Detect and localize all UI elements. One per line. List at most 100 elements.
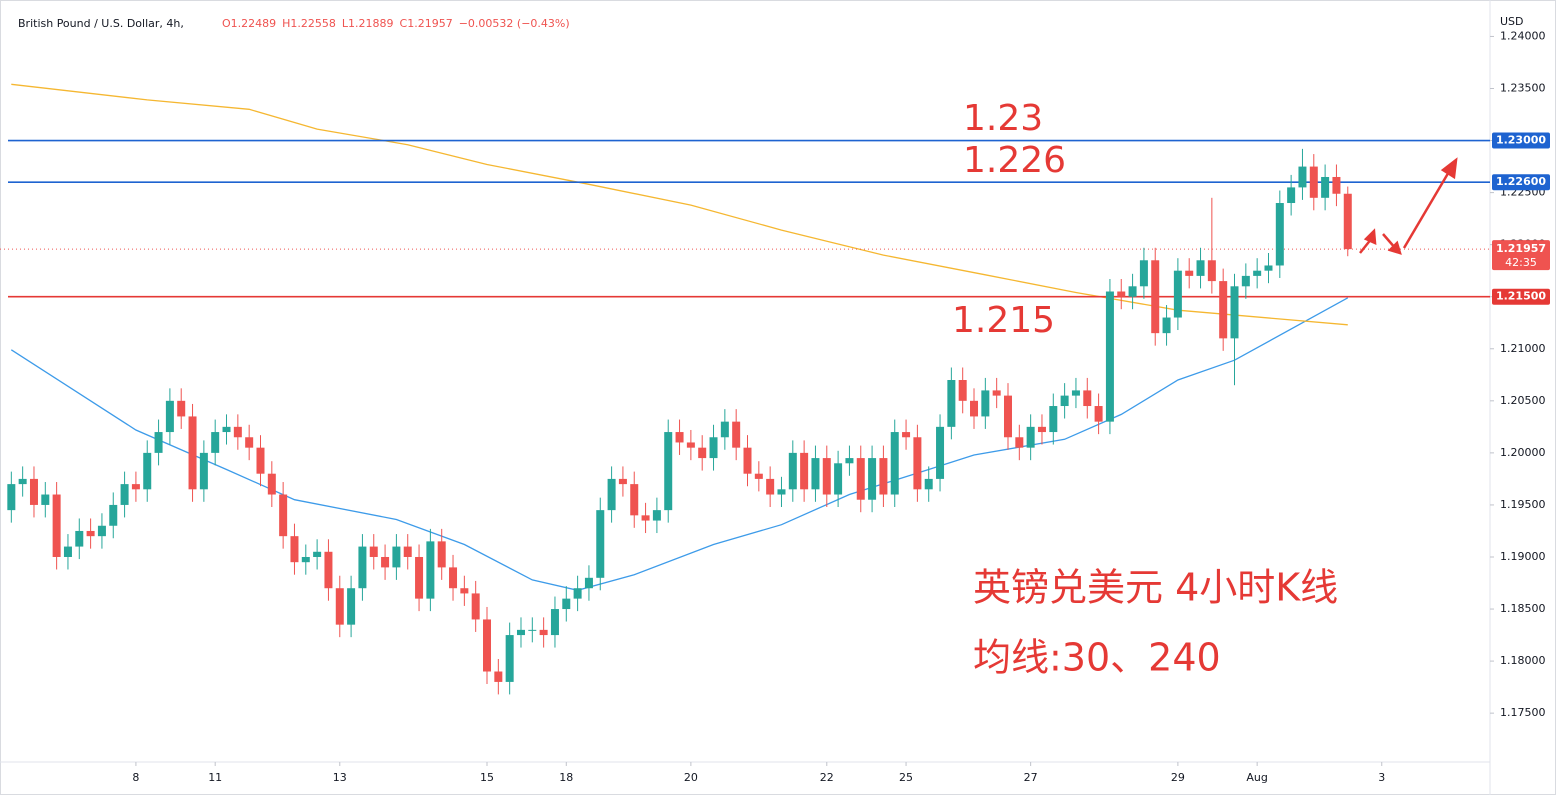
candle-body: [1275, 203, 1284, 266]
candle-body: [41, 494, 50, 505]
candle-body: [52, 494, 61, 557]
candle-body: [698, 447, 707, 459]
candle-body: [947, 380, 956, 427]
candle-body: [1139, 260, 1148, 287]
candle-body: [1003, 395, 1012, 438]
candle-body: [109, 504, 118, 526]
x-tick-label: 29: [1171, 771, 1185, 784]
candle-body: [1105, 291, 1114, 422]
x-tick-label: 27: [1024, 771, 1038, 784]
arrow-head: [1440, 157, 1458, 180]
candle-body: [449, 567, 458, 589]
candle-body: [301, 556, 310, 563]
candle-body: [415, 556, 424, 599]
level-label-box: [1492, 132, 1550, 149]
candle-body: [245, 437, 254, 448]
candle-body: [177, 400, 186, 417]
candle-body: [709, 437, 718, 459]
candle-body: [358, 546, 367, 589]
candle-body: [1207, 260, 1216, 282]
candle-body: [970, 400, 979, 417]
last-price-box: [1492, 240, 1550, 271]
candle-body: [822, 458, 831, 495]
x-tick-label: 22: [820, 771, 834, 784]
candle-body: [890, 432, 899, 495]
candle-body: [1117, 291, 1126, 297]
y-tick-label: 1.21000: [1500, 342, 1546, 355]
candle-body: [7, 484, 16, 511]
x-tick-label: 20: [684, 771, 698, 784]
candle-body: [381, 556, 390, 568]
candle-body: [1049, 406, 1058, 433]
candle-body: [1037, 426, 1046, 433]
candle-body: [347, 588, 356, 625]
candle-body: [267, 473, 276, 495]
candle-body: [460, 588, 469, 594]
arrow: [1402, 169, 1452, 249]
candle-body: [120, 484, 129, 505]
candle-body: [584, 577, 593, 589]
candle-body: [494, 671, 503, 682]
candle-body: [1321, 176, 1330, 198]
candle-body: [539, 629, 548, 636]
candle-body: [573, 588, 582, 599]
level-label: 1.21500: [1496, 290, 1546, 303]
candle-body: [1230, 286, 1239, 339]
candle-body: [641, 515, 650, 521]
ohlc-value: O1.22489: [222, 17, 276, 30]
y-tick-label: 1.17500: [1500, 706, 1546, 719]
candle-body: [732, 421, 741, 448]
candle-body: [754, 473, 763, 479]
candle-body: [1083, 390, 1092, 407]
y-tick-label: 1.19000: [1500, 550, 1546, 563]
candle-body: [1298, 166, 1307, 188]
level-label-box: [1492, 288, 1550, 305]
candle-body: [471, 593, 480, 620]
candle-body: [63, 546, 72, 557]
candle-body: [1309, 166, 1318, 198]
candle-body: [720, 421, 729, 438]
candle-body: [845, 458, 854, 464]
candle-body: [1128, 286, 1137, 297]
candle-body: [222, 426, 231, 433]
candle-body: [1173, 270, 1182, 318]
candle-body: [1287, 187, 1296, 204]
candle-body: [562, 598, 571, 610]
countdown: 42:35: [1505, 256, 1537, 269]
candle-body: [290, 536, 299, 563]
candle-body: [788, 452, 797, 490]
plot: [0, 83, 1490, 695]
candle-body: [834, 463, 843, 495]
candle-body: [1253, 270, 1262, 276]
candle-body: [1026, 426, 1035, 448]
x-tick-label: 13: [333, 771, 347, 784]
candle-body: [630, 484, 639, 516]
candle-body: [981, 390, 990, 417]
annotation: 1.23: [963, 98, 1043, 139]
candle-body: [233, 426, 242, 438]
candle-body: [936, 426, 945, 479]
x-tick-label: 15: [480, 771, 494, 784]
x-tick-label: 8: [132, 771, 139, 784]
candle-body: [743, 447, 752, 474]
x-tick-label: 18: [559, 771, 573, 784]
candle-body: [924, 478, 933, 490]
candle-body: [607, 478, 616, 511]
ohlc-value: L1.21889: [342, 17, 394, 30]
candle-body: [652, 510, 661, 521]
y-tick-label: 1.24000: [1500, 29, 1546, 42]
candle-body: [1219, 281, 1228, 339]
candle-body: [199, 452, 208, 490]
candle-body: [188, 416, 197, 490]
note: 英镑兑美元 4小时K线: [973, 566, 1338, 610]
candle-body: [1151, 260, 1160, 334]
candle-body: [97, 525, 106, 537]
candle-body: [313, 551, 322, 557]
symbol: British Pound / U.S. Dollar, 4h,: [18, 17, 184, 30]
candle-body: [664, 432, 673, 511]
candle-body: [86, 530, 95, 537]
annotation: 1.215: [952, 300, 1055, 341]
candle-body: [1162, 317, 1171, 334]
ohlc-value: H1.22558: [282, 17, 336, 30]
